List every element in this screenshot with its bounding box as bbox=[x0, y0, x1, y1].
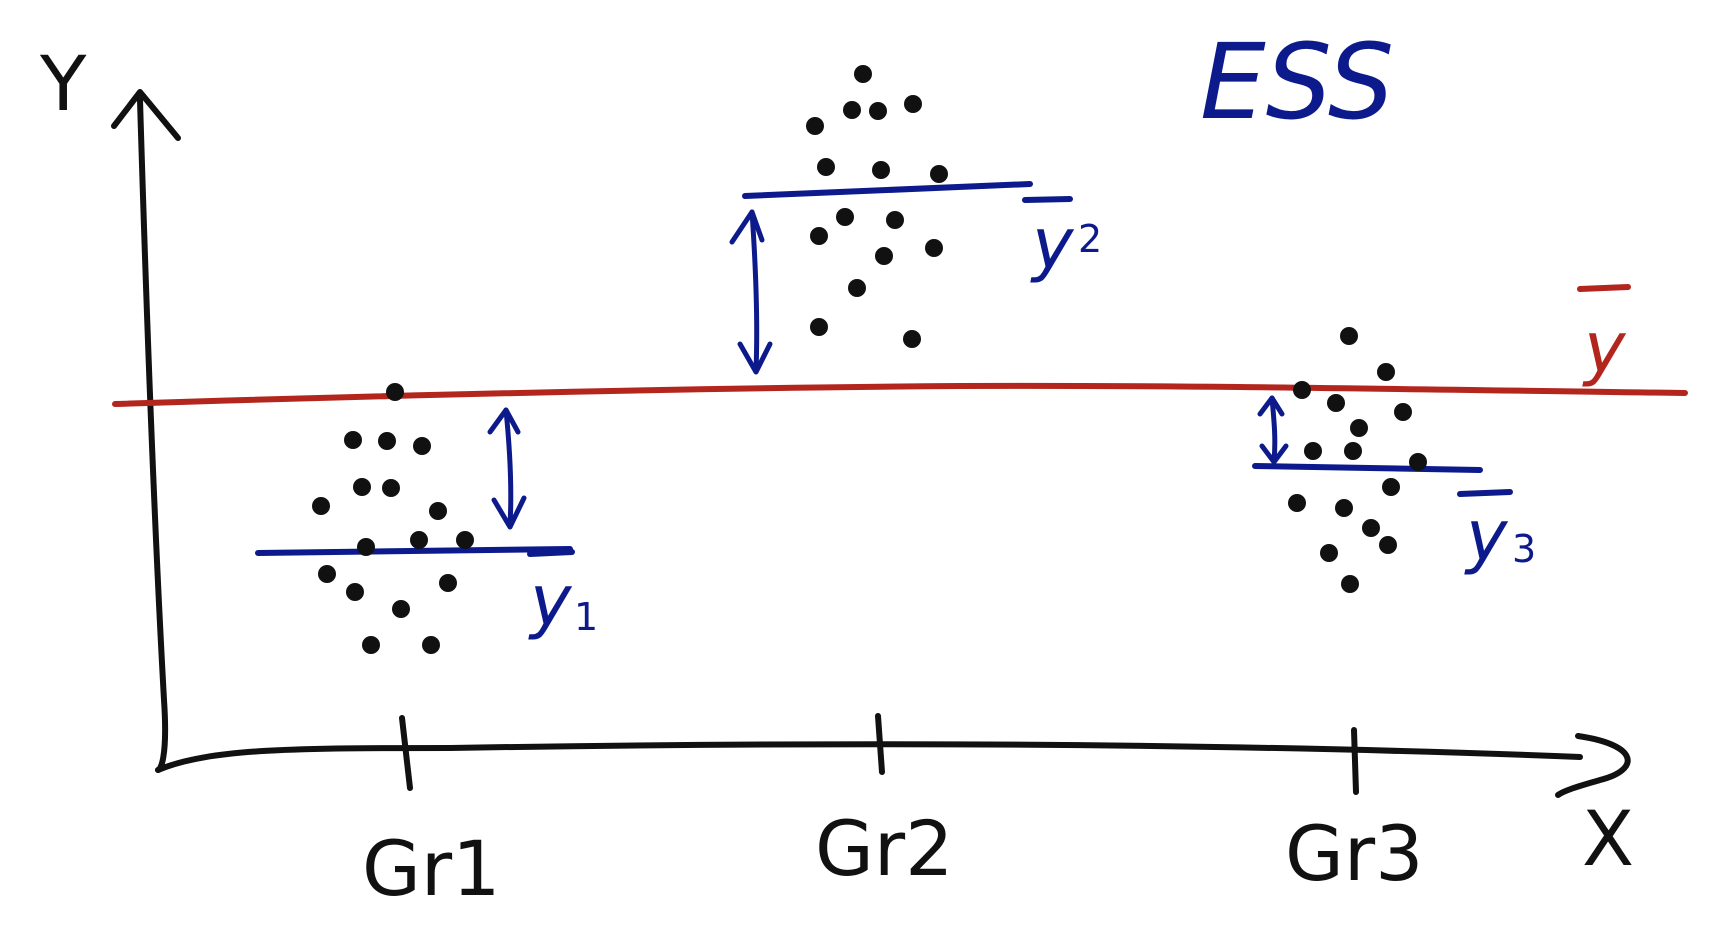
data-point bbox=[836, 208, 854, 226]
data-point bbox=[817, 158, 835, 176]
grand-mean-label: y bbox=[1577, 284, 1631, 389]
data-point bbox=[312, 497, 330, 515]
data-point bbox=[392, 600, 410, 618]
data-point bbox=[1341, 575, 1359, 593]
y-axis-arrow-icon bbox=[111, 89, 181, 141]
group-mean-bar-gr2 bbox=[1022, 196, 1073, 203]
data-point bbox=[378, 432, 396, 450]
data-point bbox=[810, 318, 828, 336]
diagram-title: ESS bbox=[1200, 21, 1394, 143]
data-point bbox=[1409, 453, 1427, 471]
data-point bbox=[1377, 363, 1395, 381]
grand-mean-line bbox=[112, 382, 1688, 407]
data-point bbox=[1340, 327, 1358, 345]
group-label-gr3: Gr3 bbox=[1285, 809, 1424, 898]
group-mean-bar-gr1 bbox=[527, 549, 575, 557]
group-mean-label-gr1: y 1 bbox=[527, 549, 598, 642]
data-point bbox=[1379, 536, 1397, 554]
data-point bbox=[353, 478, 371, 496]
data-point bbox=[410, 531, 428, 549]
points-gr3 bbox=[1288, 327, 1427, 593]
data-point bbox=[1288, 494, 1306, 512]
group-mean-line-gr2 bbox=[742, 181, 1033, 199]
data-point bbox=[1394, 403, 1412, 421]
data-point bbox=[422, 636, 440, 654]
data-point bbox=[886, 211, 904, 229]
data-point bbox=[1350, 419, 1368, 437]
deviation-arrow-gr2 bbox=[729, 209, 773, 375]
group-mean-line-gr1 bbox=[255, 546, 573, 556]
data-point bbox=[382, 479, 400, 497]
data-point bbox=[1293, 381, 1311, 399]
y-axis-label: Y bbox=[39, 39, 87, 128]
group-mean-symbol-gr1: y bbox=[528, 560, 573, 642]
group-label-gr1: Gr1 bbox=[362, 824, 501, 913]
data-point bbox=[930, 165, 948, 183]
data-point bbox=[1344, 442, 1362, 460]
data-point bbox=[1304, 442, 1322, 460]
data-point bbox=[904, 95, 922, 113]
group-mean-subscript-gr1: 1 bbox=[574, 595, 598, 639]
x-axis-label: X bbox=[1582, 794, 1634, 883]
data-point bbox=[872, 161, 890, 179]
deviation-arrow-gr1 bbox=[487, 407, 527, 530]
group-mean-label-gr2: y 2 bbox=[1022, 196, 1102, 285]
x-axis bbox=[155, 741, 1583, 773]
group-mean-symbol-gr2: y bbox=[1030, 203, 1075, 285]
points-gr1 bbox=[312, 383, 474, 654]
data-point bbox=[318, 565, 336, 583]
grand-mean-bar bbox=[1577, 284, 1631, 292]
group-mean-subscript-gr3: 3 bbox=[1512, 527, 1536, 571]
tick-gr2 bbox=[875, 713, 885, 775]
data-point bbox=[1362, 519, 1380, 537]
group-label-gr2: Gr2 bbox=[815, 804, 954, 893]
data-point bbox=[1320, 544, 1338, 562]
data-point bbox=[854, 65, 872, 83]
group-mean-line-gr3 bbox=[1252, 463, 1483, 473]
data-point bbox=[1327, 394, 1345, 412]
data-point bbox=[429, 502, 447, 520]
data-point bbox=[362, 636, 380, 654]
data-point bbox=[806, 117, 824, 135]
group-mean-bar-gr3 bbox=[1457, 489, 1513, 497]
data-point bbox=[346, 583, 364, 601]
group-mean-subscript-gr2: 2 bbox=[1078, 217, 1102, 261]
group-mean-symbol-gr3: y bbox=[1464, 495, 1509, 577]
data-point bbox=[848, 279, 866, 297]
data-point bbox=[903, 330, 921, 348]
data-point bbox=[344, 431, 362, 449]
data-point bbox=[1382, 478, 1400, 496]
data-point bbox=[810, 227, 828, 245]
data-point bbox=[439, 574, 457, 592]
data-point bbox=[875, 247, 893, 265]
tick-gr3 bbox=[1351, 727, 1359, 795]
points-gr2 bbox=[806, 65, 948, 348]
data-point bbox=[925, 239, 943, 257]
data-point bbox=[456, 531, 474, 549]
data-point bbox=[869, 102, 887, 120]
data-point bbox=[413, 437, 431, 455]
x-axis-arrow-icon bbox=[1555, 733, 1631, 798]
tick-gr1 bbox=[399, 715, 413, 791]
group-mean-label-gr3: y 3 bbox=[1457, 489, 1536, 577]
grand-mean-symbol: y bbox=[1582, 307, 1627, 389]
data-point bbox=[843, 101, 861, 119]
deviation-arrow-gr3 bbox=[1257, 395, 1289, 465]
y-axis bbox=[137, 97, 169, 773]
data-point bbox=[386, 383, 404, 401]
data-point bbox=[357, 538, 375, 556]
data-point bbox=[1335, 499, 1353, 517]
